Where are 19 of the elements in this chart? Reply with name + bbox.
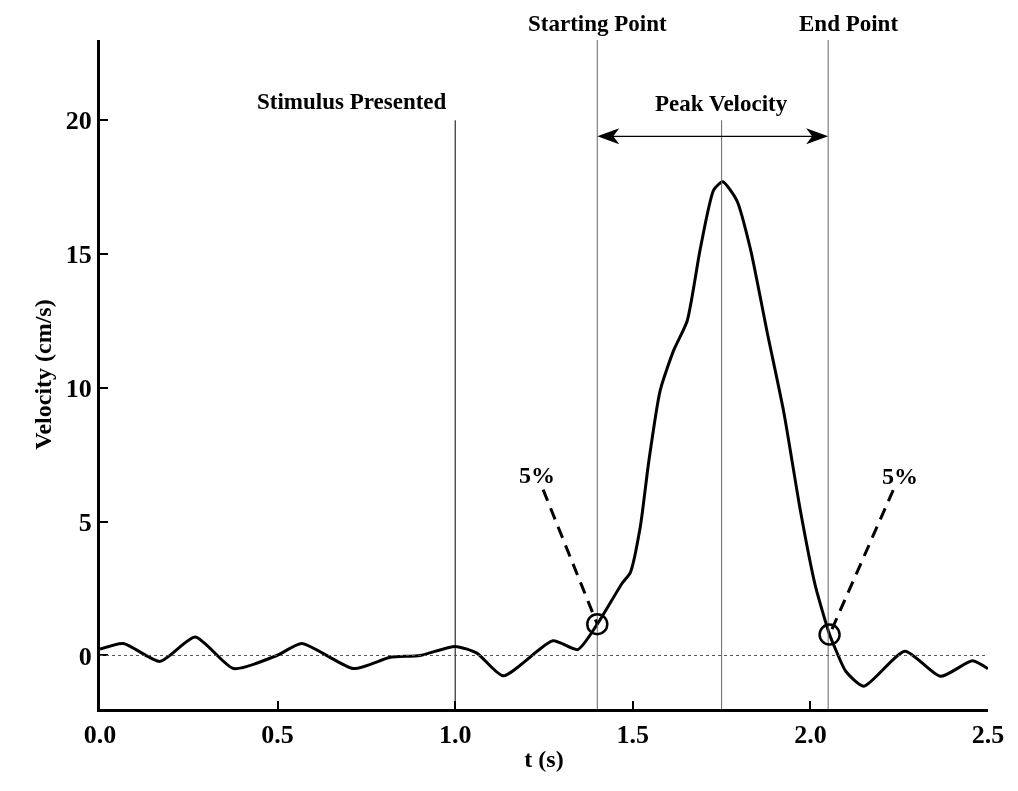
x-axis-title: t (s) bbox=[524, 745, 564, 772]
annotation: 5% bbox=[882, 463, 918, 489]
ref-line-label: End Point bbox=[799, 11, 899, 36]
y-tick-label: 15 bbox=[65, 240, 92, 270]
ref-line-label: Starting Point bbox=[528, 11, 667, 36]
ref-line-label: Peak Velocity bbox=[655, 91, 788, 116]
y-tick-label: 5 bbox=[78, 507, 92, 537]
y-tick-label: 0 bbox=[78, 641, 92, 671]
x-tick-label: 1.5 bbox=[616, 720, 650, 750]
y-axis-title: Velocity (cm/s) bbox=[29, 299, 56, 450]
x-tick-label: 0.0 bbox=[83, 720, 117, 750]
x-tick-label: 1.0 bbox=[438, 720, 472, 750]
y-tick-label: 10 bbox=[65, 373, 92, 403]
ref-line-label: Stimulus Presented bbox=[257, 89, 447, 114]
y-tick-label: 20 bbox=[65, 106, 92, 136]
annotation: 5% bbox=[519, 462, 555, 488]
x-tick-label: 2.0 bbox=[794, 720, 827, 750]
x-tick-label: 0.5 bbox=[261, 720, 294, 750]
x-tick-label: 2.5 bbox=[971, 720, 1005, 750]
